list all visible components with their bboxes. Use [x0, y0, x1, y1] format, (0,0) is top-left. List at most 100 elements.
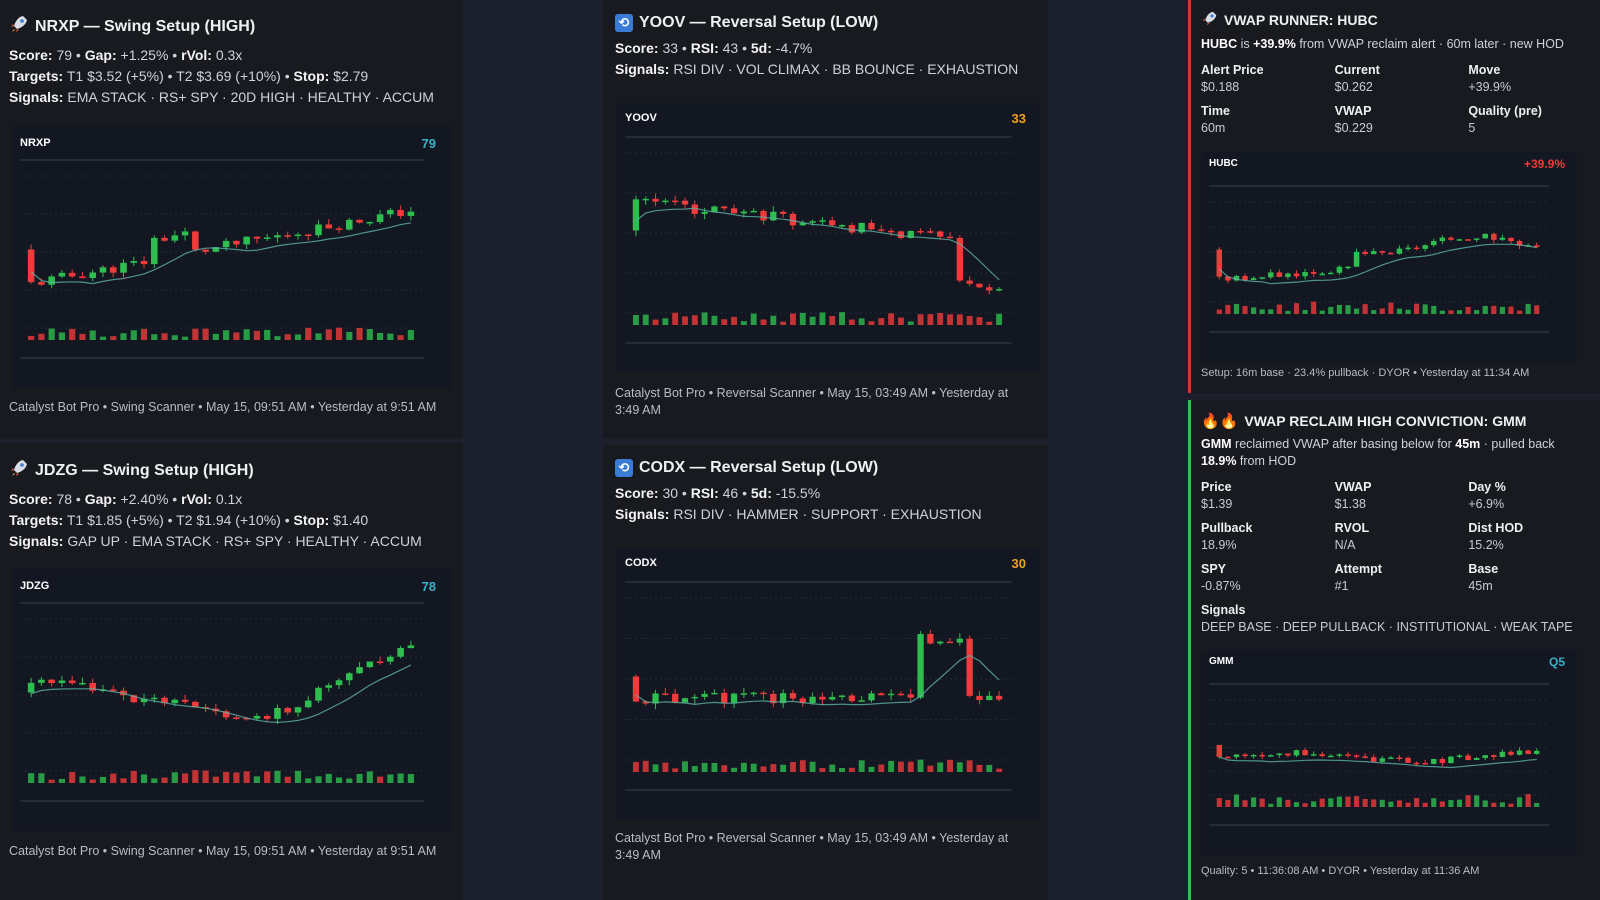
candle-body [838, 225, 846, 227]
candle-body [1319, 273, 1325, 276]
candle-body [809, 696, 816, 704]
chart-image[interactable]: GMM Q5 [1201, 650, 1577, 855]
volume-bar [878, 318, 885, 325]
signals-line: Signals: RSI DIV · HAMMER · SUPPORT · EX… [615, 506, 982, 522]
candle-body [1491, 233, 1497, 240]
volume-bar [264, 771, 271, 783]
candle-body [917, 633, 924, 698]
volume-bar [888, 313, 895, 325]
volume-bar [58, 332, 65, 340]
chart-score: 78 [421, 579, 436, 594]
candle-body [1465, 755, 1471, 761]
candle-body [1448, 756, 1454, 764]
volume-bar [1465, 795, 1471, 807]
volume-bar [253, 776, 260, 783]
candle-body [681, 698, 689, 703]
volume-bar [202, 328, 209, 340]
candle-body [253, 236, 261, 239]
candle-body [407, 211, 415, 216]
volume-bar [305, 327, 312, 340]
card-footer: Catalyst Bot Pro • Swing Scanner • May 1… [9, 844, 437, 858]
candle-body [750, 692, 757, 695]
chart-image[interactable]: NRXP 79 [12, 126, 452, 388]
chart-image[interactable]: HUBC +39.9% [1201, 152, 1577, 362]
candle-body [976, 283, 983, 288]
candle-body [1379, 758, 1386, 762]
volume-bar [171, 772, 178, 783]
volume-bar [38, 773, 45, 783]
candle-body [1405, 247, 1411, 250]
volume-bar [1336, 304, 1342, 314]
volume-bar [1225, 304, 1231, 314]
volume-bar [38, 333, 45, 340]
candle-body [1336, 266, 1343, 273]
volume-bar [161, 777, 168, 783]
volume-bar [701, 312, 708, 325]
volume-bar [966, 315, 973, 325]
candle-body [1396, 757, 1403, 759]
vwap-runner-card: VWAP RUNNER: HUBC HUBC is +39.9% from VW… [1188, 0, 1600, 393]
candle-body [799, 222, 806, 226]
volume-bar [284, 776, 291, 783]
volume-bar [770, 315, 777, 325]
candle-body [1533, 245, 1540, 247]
candle-body [151, 697, 158, 700]
volume-bar [1414, 303, 1420, 314]
volume-bar [897, 761, 904, 772]
volume-bar [976, 764, 983, 772]
volume-bar [721, 319, 728, 325]
candle-body [1379, 251, 1386, 253]
candle-body [171, 699, 179, 704]
volume-bar [1388, 302, 1394, 314]
chart-ticker: YOOV [625, 112, 657, 124]
volume-bar [1499, 306, 1505, 314]
volume-bar [819, 768, 826, 772]
volume-bar [1251, 797, 1257, 807]
candle-body [1345, 754, 1351, 756]
volume-bar [89, 330, 96, 340]
volume-bar [274, 770, 281, 783]
volume-bar [760, 319, 767, 325]
volume-bar [335, 777, 343, 783]
cycle-icon: ⟲ [615, 14, 633, 32]
candle-body [1293, 750, 1300, 756]
volume-bar [682, 316, 688, 325]
candle-body [130, 695, 138, 703]
volume-bar [294, 334, 302, 340]
volume-bar [120, 778, 127, 783]
chart-image[interactable]: CODX 30 [617, 548, 1040, 820]
volume-bar [253, 330, 260, 340]
candle-body [284, 235, 291, 237]
volume-bar [1285, 799, 1291, 807]
candle-body [780, 693, 787, 704]
card-title-text: CODX — Reversal Setup (LOW) [639, 459, 879, 476]
alert-card-codx: ⟲ CODX — Reversal Setup (LOW) Score: 30 … [603, 445, 1048, 900]
candle-body [1422, 763, 1428, 765]
candle-body [192, 231, 199, 250]
candle-body [1499, 237, 1506, 240]
volume-bar [1276, 797, 1282, 807]
chart-image[interactable]: YOOV 33 [617, 103, 1040, 373]
candle-body [366, 221, 374, 224]
volume-bar [839, 768, 845, 772]
candle-body [927, 231, 934, 233]
candle-body [89, 682, 96, 691]
candle-body [1233, 754, 1240, 758]
chart-ticker: JDZG [20, 580, 50, 592]
volume-bar [897, 317, 904, 325]
chart-ticker: GMM [1209, 656, 1234, 667]
candle-body [681, 200, 689, 205]
card-title-text: NRXP — Swing Setup (HIGH) [35, 17, 256, 35]
candle-body [1302, 750, 1308, 756]
volume-bar [274, 336, 281, 340]
candle-body [346, 219, 353, 230]
chart-image[interactable]: JDZG 78 [12, 569, 452, 831]
candle-body [809, 221, 816, 223]
moving-average-line [1219, 756, 1537, 769]
volume-bar [1379, 308, 1385, 314]
candle-body [868, 693, 875, 701]
volume-bar [1216, 798, 1222, 807]
volume-bar [89, 779, 96, 783]
volume-bar [927, 314, 934, 325]
candle-body [27, 682, 35, 693]
